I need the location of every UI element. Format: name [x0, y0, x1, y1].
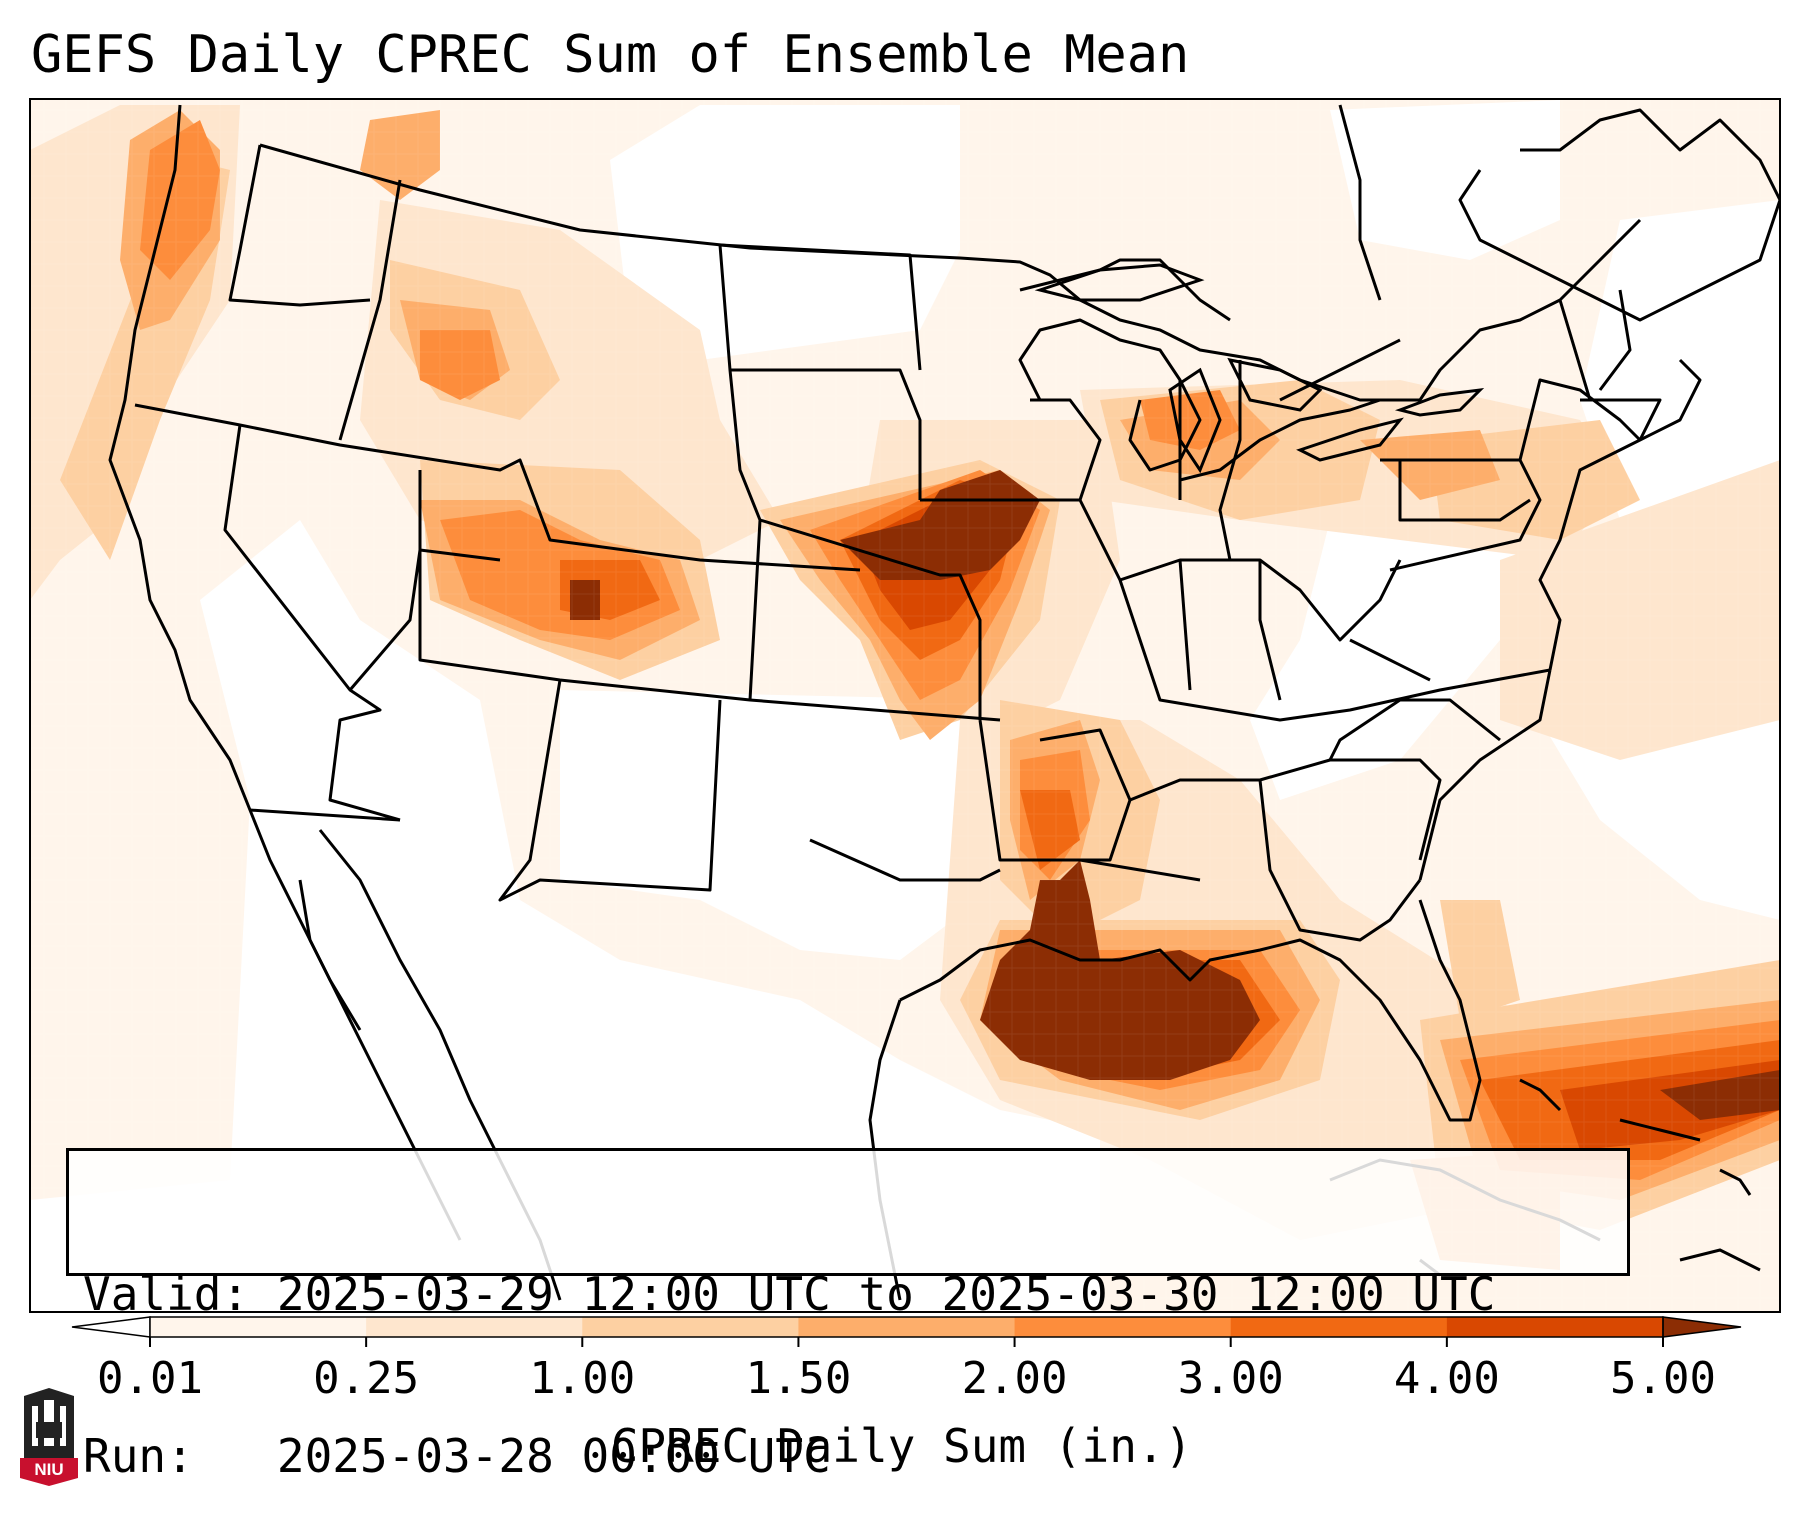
- map-title: GEFS Daily CPREC Sum of Ensemble Mean: [31, 25, 1190, 85]
- map-frame: [29, 98, 1781, 1313]
- state-borders: [134, 143, 1662, 942]
- colorbar-ticks: 0.01 0.25 1.00 1.50 2.00 3.00 4.00 5.00: [97, 1337, 1716, 1404]
- colorbar-segments: [71, 1316, 1742, 1338]
- colorbar-tick-label: 0.01: [97, 1353, 203, 1404]
- colorbar-extend-high: [1662, 1316, 1742, 1338]
- colorbar-segment: [150, 1317, 367, 1337]
- colorbar-segment: [582, 1317, 799, 1337]
- colorbar-tick-label: 1.00: [529, 1353, 635, 1404]
- colorbar-segment: [1014, 1317, 1232, 1337]
- colorbar-tick-label: 1.50: [745, 1353, 851, 1404]
- run-row: Run: 2025-03-28 00:00 UTC: [83, 1429, 1613, 1483]
- valid-value: 2025-03-29 12:00 UTC to 2025-03-30 12:00…: [276, 1267, 1496, 1321]
- colorbar: 0.01 0.25 1.00 1.50 2.00 3.00 4.00 5.00: [71, 1316, 1742, 1404]
- colorbar-label: CPREC Daily Sum (in.): [610, 1419, 1193, 1473]
- colorbar-segment: [798, 1317, 1016, 1337]
- colorbar-extend-low: [71, 1316, 151, 1338]
- colorbar-outline: [149, 1316, 1664, 1338]
- colorbar-segment: [1230, 1317, 1448, 1337]
- colorbar-segment: [366, 1317, 583, 1337]
- colorbar-segment: [1446, 1317, 1664, 1337]
- valid-run-info-box: Valid: 2025-03-29 12:00 UTC to 2025-03-3…: [66, 1148, 1630, 1483]
- niu-logo: NIU: [20, 1388, 78, 1486]
- colorbar-tick-label: 0.25: [313, 1353, 419, 1404]
- valid-key: Valid:: [83, 1267, 250, 1321]
- niu-logo-text: NIU: [34, 1460, 63, 1479]
- colorbar-tick-label: 5.00: [1610, 1353, 1716, 1404]
- colorbar-tick-label: 4.00: [1394, 1353, 1500, 1404]
- colorbar-tick-label: 2.00: [962, 1353, 1068, 1404]
- valid-row: Valid: 2025-03-29 12:00 UTC to 2025-03-3…: [83, 1267, 1613, 1321]
- run-key: Run:: [83, 1429, 194, 1483]
- run-value: 2025-03-28 00:00 UTC: [276, 1429, 831, 1483]
- colorbar-tick-label: 3.00: [1178, 1353, 1284, 1404]
- great-lakes: [1034, 263, 1485, 474]
